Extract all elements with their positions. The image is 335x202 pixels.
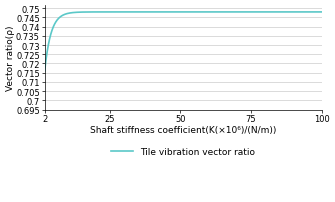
Tile vibration vector ratio: [93, 12, 97, 14]
Tile vibration vector ratio: [148, 12, 152, 14]
X-axis label: Shaft stiffness coefficient(K(×10⁶)/(N/m)): Shaft stiffness coefficient(K(×10⁶)/(N/m…: [90, 125, 276, 134]
Tile vibration vector ratio: [249, 12, 253, 14]
Y-axis label: Vector ratio(ρ): Vector ratio(ρ): [6, 25, 14, 90]
Tile vibration vector ratio: [43, 70, 47, 73]
Tile vibration vector ratio: [209, 12, 213, 14]
Tile vibration vector ratio: [270, 12, 274, 14]
Tile vibration vector ratio: [320, 12, 324, 14]
Line: Tile vibration vector ratio: Tile vibration vector ratio: [45, 13, 322, 72]
Tile vibration vector ratio: [223, 12, 227, 14]
Tile vibration vector ratio: [256, 12, 260, 14]
Legend: Tile vibration vector ratio: Tile vibration vector ratio: [107, 144, 259, 160]
